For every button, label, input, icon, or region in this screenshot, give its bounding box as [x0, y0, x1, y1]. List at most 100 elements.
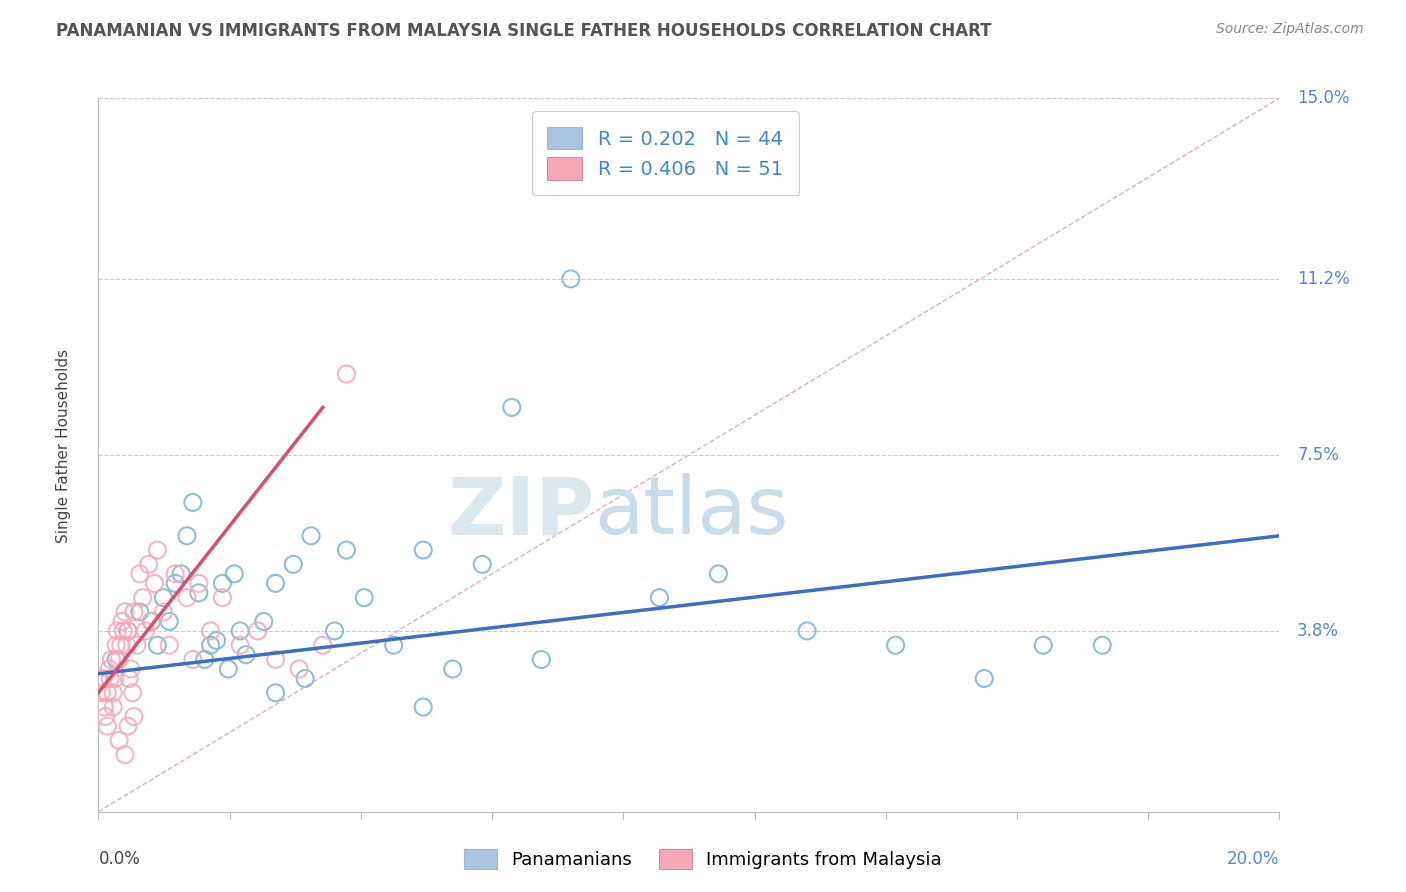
Point — [412, 700, 434, 714]
Point — [112, 624, 135, 638]
Point — [194, 652, 217, 666]
Point — [152, 591, 174, 605]
Text: 11.2%: 11.2% — [1298, 270, 1350, 288]
Point — [157, 615, 180, 629]
Point — [105, 624, 128, 638]
Point — [560, 272, 582, 286]
Point — [211, 591, 233, 605]
Text: PANAMANIAN VS IMMIGRANTS FROM MALAYSIA SINGLE FATHER HOUSEHOLDS CORRELATION CHAR: PANAMANIAN VS IMMIGRANTS FROM MALAYSIA S… — [56, 22, 991, 40]
Point — [117, 624, 139, 638]
Point — [146, 543, 169, 558]
Point — [235, 648, 257, 662]
Point — [103, 700, 125, 714]
Point — [165, 576, 187, 591]
Point — [648, 591, 671, 605]
Point — [114, 747, 136, 762]
Point — [283, 558, 305, 572]
Point — [122, 605, 145, 619]
Point — [91, 672, 114, 686]
Point — [1091, 638, 1114, 652]
Text: 3.8%: 3.8% — [1298, 622, 1339, 640]
Point — [181, 495, 204, 509]
Point — [176, 591, 198, 605]
Point — [146, 638, 169, 652]
Point — [200, 638, 222, 652]
Point — [98, 672, 121, 686]
Point — [100, 652, 122, 666]
Point — [264, 576, 287, 591]
Point — [471, 558, 494, 572]
Point — [501, 401, 523, 415]
Point — [205, 633, 228, 648]
Point — [125, 638, 148, 652]
Point — [229, 638, 252, 652]
Point — [335, 543, 357, 558]
Point — [132, 591, 155, 605]
Point — [96, 719, 118, 733]
Point — [707, 566, 730, 581]
Point — [181, 652, 204, 666]
Point — [530, 652, 553, 666]
Point — [884, 638, 907, 652]
Point — [796, 624, 818, 638]
Legend: Panamanians, Immigrants from Malaysia: Panamanians, Immigrants from Malaysia — [456, 839, 950, 879]
Point — [187, 576, 209, 591]
Point — [246, 624, 269, 638]
Point — [176, 529, 198, 543]
Point — [335, 367, 357, 381]
Point — [217, 662, 239, 676]
Point — [294, 672, 316, 686]
Text: Single Father Households: Single Father Households — [56, 349, 70, 543]
Point — [93, 700, 115, 714]
Point — [382, 638, 405, 652]
Point — [211, 576, 233, 591]
Point — [1032, 638, 1054, 652]
Text: 7.5%: 7.5% — [1298, 446, 1339, 464]
Point — [115, 638, 138, 652]
Point — [110, 638, 132, 652]
Point — [120, 662, 142, 676]
Point — [323, 624, 346, 638]
Point — [128, 566, 150, 581]
Point — [117, 624, 139, 638]
Point — [117, 719, 139, 733]
Point — [104, 672, 127, 686]
Point — [94, 709, 117, 723]
Point — [105, 652, 128, 666]
Point — [312, 638, 335, 652]
Point — [111, 615, 134, 629]
Point — [108, 652, 131, 666]
Point — [108, 733, 131, 747]
Point — [288, 662, 311, 676]
Text: 0.0%: 0.0% — [98, 850, 141, 868]
Text: 15.0%: 15.0% — [1298, 89, 1350, 107]
Text: atlas: atlas — [595, 473, 789, 551]
Point — [264, 686, 287, 700]
Text: 20.0%: 20.0% — [1227, 850, 1279, 868]
Point — [157, 638, 180, 652]
Point — [224, 566, 246, 581]
Point — [103, 686, 125, 700]
Point — [152, 605, 174, 619]
Point — [253, 615, 276, 629]
Point — [187, 586, 209, 600]
Point — [200, 624, 222, 638]
Point — [229, 624, 252, 638]
Point — [122, 709, 145, 723]
Point — [135, 624, 157, 638]
Point — [114, 605, 136, 619]
Point — [299, 529, 322, 543]
Point — [412, 543, 434, 558]
Point — [128, 605, 150, 619]
Legend: R = 0.202   N = 44, R = 0.406   N = 51: R = 0.202 N = 44, R = 0.406 N = 51 — [531, 112, 799, 195]
Point — [98, 662, 121, 676]
Point — [353, 591, 375, 605]
Point — [138, 558, 160, 572]
Point — [170, 566, 193, 581]
Point — [165, 566, 187, 581]
Point — [141, 615, 163, 629]
Point — [105, 638, 128, 652]
Point — [121, 686, 143, 700]
Point — [441, 662, 464, 676]
Point — [264, 652, 287, 666]
